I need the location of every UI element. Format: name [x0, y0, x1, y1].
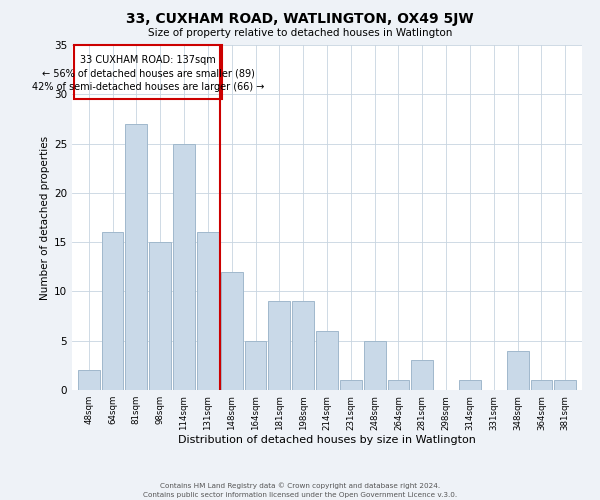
Text: 33, CUXHAM ROAD, WATLINGTON, OX49 5JW: 33, CUXHAM ROAD, WATLINGTON, OX49 5JW	[126, 12, 474, 26]
Bar	[197, 232, 219, 390]
Text: 33 CUXHAM ROAD: 137sqm: 33 CUXHAM ROAD: 137sqm	[80, 55, 216, 65]
Bar	[388, 380, 409, 390]
Bar	[506, 350, 529, 390]
Bar	[173, 144, 195, 390]
Bar	[364, 340, 386, 390]
Bar	[149, 242, 171, 390]
Bar	[459, 380, 481, 390]
Text: 42% of semi-detached houses are larger (66) →: 42% of semi-detached houses are larger (…	[32, 82, 264, 92]
Bar	[268, 302, 290, 390]
Bar	[340, 380, 362, 390]
Text: Contains HM Land Registry data © Crown copyright and database right 2024.: Contains HM Land Registry data © Crown c…	[160, 482, 440, 489]
Y-axis label: Number of detached properties: Number of detached properties	[40, 136, 50, 300]
Bar	[221, 272, 242, 390]
Bar	[530, 380, 553, 390]
Text: Size of property relative to detached houses in Watlington: Size of property relative to detached ho…	[148, 28, 452, 38]
Bar	[412, 360, 433, 390]
Bar	[245, 340, 266, 390]
Bar	[78, 370, 100, 390]
Text: Contains public sector information licensed under the Open Government Licence v.: Contains public sector information licen…	[143, 492, 457, 498]
Bar	[101, 232, 124, 390]
Text: ← 56% of detached houses are smaller (89): ← 56% of detached houses are smaller (89…	[41, 68, 254, 78]
Bar	[292, 302, 314, 390]
Bar	[316, 331, 338, 390]
Bar	[125, 124, 148, 390]
Bar	[554, 380, 576, 390]
X-axis label: Distribution of detached houses by size in Watlington: Distribution of detached houses by size …	[178, 436, 476, 446]
